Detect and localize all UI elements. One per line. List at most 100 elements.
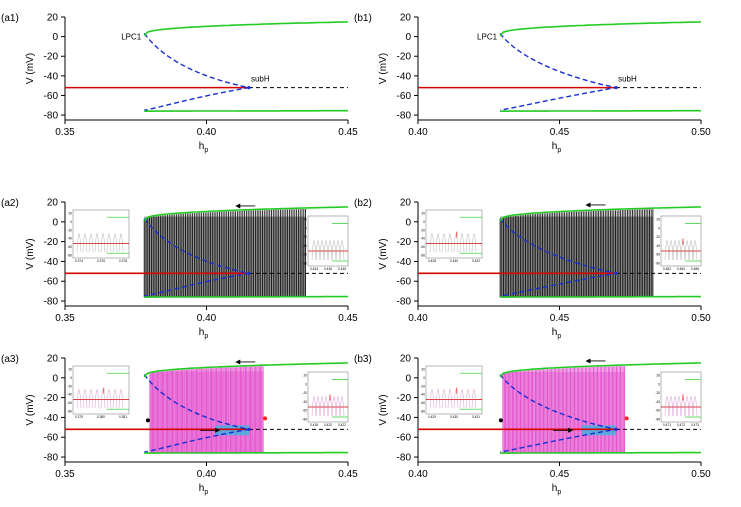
y-tick-label: -40 (397, 257, 412, 268)
inset-y-tick-label: -40 (420, 393, 425, 397)
x-axis-label: hp (199, 327, 209, 340)
panel-a3: 20 0 -20 -40 -60 -80 0.35 0.40 0.45 hp V (mV) (a3) 2… (1, 354, 358, 497)
x-axis-label-subscript: p (204, 333, 208, 340)
inset-y-tick-label: 0 (305, 226, 307, 230)
x-tick-label: 0.40 (197, 313, 217, 324)
periodic-max-branch (143, 21, 349, 37)
inset-y-tick-label: -60 (67, 401, 72, 405)
inset-left: 20 0 -20 -40 -60 -800.374 0.376 0.378 (67, 209, 130, 263)
x-axis-label-subscript: p (557, 333, 561, 340)
y-tick-label: -40 (44, 257, 59, 268)
subh-point (614, 427, 618, 431)
x-tick-label: 0.45 (338, 313, 358, 324)
inset-y-tick-label: -40 (655, 244, 660, 248)
inset-x-tick-label: 0.420 (324, 423, 332, 427)
unstable-periodic-branch (499, 32, 617, 111)
sweep-direction-arrowhead (585, 202, 591, 208)
inset-y-tick-label: -80 (655, 418, 660, 422)
inset-y-tick-label: 20 (68, 368, 72, 372)
inset-trajectory (76, 233, 124, 253)
y-tick-label: -40 (44, 413, 59, 424)
panel-a2: 20 0 -20 -40 -60 -80 0.35 0.40 0.45 hp V (mV) (a2) 2… (1, 198, 358, 341)
inset-y-tick-label: -20 (655, 391, 660, 395)
inset-y-tick-label: 20 (303, 374, 307, 378)
inset-y-tick-label: 0 (658, 382, 660, 386)
y-tick-label: -40 (44, 71, 59, 82)
subh-point (247, 427, 251, 431)
x-axis-label: hp (552, 327, 562, 340)
inset-x-tick-label: 0.431 (472, 415, 480, 419)
inset-y-tick-label: -60 (67, 245, 72, 249)
inset-x-tick-label: 0.422 (338, 423, 346, 427)
y-tick-label: -60 (44, 91, 59, 102)
panel-a1: 20 0 -20 -40 -60 -80 0.35 0.40 0.45 hp V (mV) (a1) L… (1, 13, 358, 155)
inset-y-tick-label: -20 (302, 235, 307, 239)
subh-point (247, 271, 251, 275)
y-axis-label: V (mV) (25, 53, 36, 84)
panel-label: (b1) (354, 13, 372, 24)
y-tick-label: -40 (397, 413, 412, 424)
inset-y-tick-label: -40 (67, 393, 72, 397)
panel-label: (b2) (354, 198, 372, 209)
y-tick-label: 20 (47, 13, 59, 24)
y-tick-label: -60 (44, 433, 59, 444)
y-axis-label: V (mV) (378, 394, 389, 425)
y-axis-label: V (mV) (25, 238, 36, 269)
panel-label: (a2) (1, 198, 19, 209)
y-tick-label: 0 (405, 373, 411, 384)
inset-left: 20 0 -20 -40 -60 -800.428 0.430 0.432 (420, 209, 483, 263)
y-tick-label: -20 (397, 237, 412, 248)
inset-x-tick-label: 0.374 (75, 259, 83, 263)
inset-x-tick-label: 0.378 (119, 259, 127, 263)
periodic-max-branch (143, 362, 348, 378)
y-tick-label: -80 (44, 111, 59, 122)
periodic-max-branch (143, 206, 348, 222)
inset-y-tick-label: 20 (68, 212, 72, 216)
black-marker-dot (145, 418, 150, 423)
y-tick-label: 0 (405, 32, 411, 43)
spike-band (502, 371, 625, 454)
inset-x-tick-label: 0.432 (472, 259, 480, 263)
y-tick-label: -20 (44, 52, 59, 63)
small-oscillation-band (582, 425, 617, 436)
black-marker-dot (498, 418, 503, 423)
spike-band (144, 216, 306, 298)
inset-left: 20 0 -20 -40 -60 -800.379 0.380 0.381 (67, 365, 130, 419)
sweep-direction-arrowhead (585, 358, 591, 364)
periodic-min-branch (144, 451, 348, 454)
y-tick-label: -80 (397, 111, 412, 122)
inset-right: 20 0 -20 -40 -60 -800.418 0.420 0.422 (302, 371, 349, 427)
y-tick-label: -60 (397, 91, 412, 102)
inset-y-tick-label: -20 (67, 384, 72, 388)
y-tick-label: 0 (52, 32, 58, 43)
x-tick-label: 0.50 (691, 313, 711, 324)
panel-label: (a1) (1, 13, 19, 24)
inset-right: 20 0 -20 -40 -60 -800.482 0.484 0.486 (655, 215, 702, 271)
y-tick-label: 20 (400, 354, 412, 365)
panel-b3: 20 0 -20 -40 -60 -80 0.40 0.45 0.50 hp V (mV) (b3) 2… (354, 354, 711, 497)
x-tick-label: 0.45 (550, 313, 570, 324)
spike-band (500, 216, 653, 298)
x-tick-label: 0.35 (55, 313, 75, 324)
inset-y-tick-label: -60 (655, 253, 660, 257)
inset-x-tick-label: 0.429 (428, 415, 436, 419)
inset-x-tick-label: 0.380 (97, 415, 105, 419)
inset-y-tick-label: -60 (302, 253, 307, 257)
inset-y-tick-label: 0 (658, 226, 660, 230)
x-axis-label: hp (199, 483, 209, 496)
inset-x-tick-label: 0.379 (75, 415, 83, 419)
x-tick-label: 0.45 (338, 469, 358, 480)
y-tick-label: 0 (52, 373, 58, 384)
x-axis-label: hp (552, 483, 562, 496)
y-axis-label: V (mV) (378, 53, 389, 84)
inset-y-tick-label: 20 (421, 368, 425, 372)
periodic-min-branch (500, 109, 701, 112)
y-tick-label: -80 (397, 453, 412, 464)
inset-y-tick-label: -40 (420, 237, 425, 241)
inset-y-tick-label: -40 (67, 237, 72, 241)
periodic-max-branch (499, 362, 701, 378)
x-axis-label: hp (552, 141, 562, 154)
inset-y-tick-label: 0 (423, 220, 425, 224)
panel-b1: 20 0 -20 -40 -60 -80 0.40 0.45 0.50 hp V (mV) (b1) L… (354, 13, 711, 155)
inset-x-tick-label: 0.482 (663, 267, 671, 271)
